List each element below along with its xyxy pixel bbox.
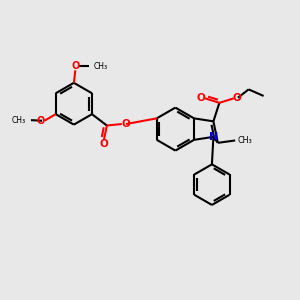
- Text: CH₃: CH₃: [94, 62, 108, 71]
- Text: O: O: [233, 93, 242, 103]
- Text: N: N: [209, 132, 218, 142]
- Text: O: O: [36, 116, 44, 126]
- Text: O: O: [100, 139, 108, 149]
- Text: CH₃: CH₃: [238, 136, 252, 145]
- Text: O: O: [71, 61, 80, 71]
- Text: O: O: [197, 93, 206, 103]
- Text: O: O: [121, 119, 130, 129]
- Text: CH₃: CH₃: [12, 116, 26, 124]
